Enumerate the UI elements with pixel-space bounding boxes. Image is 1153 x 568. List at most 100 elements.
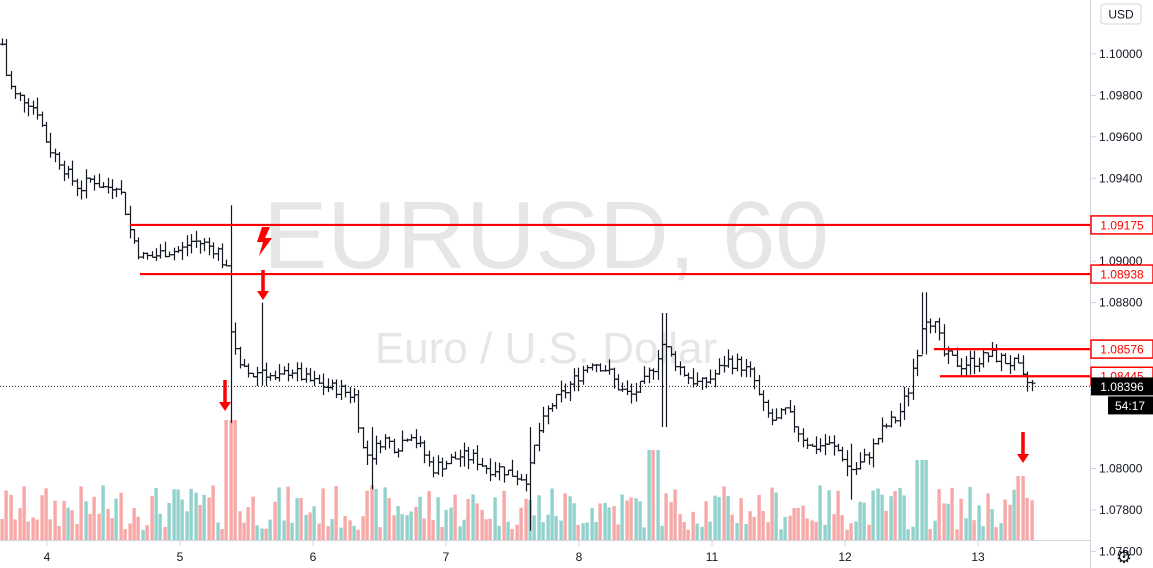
volume-bar <box>722 486 726 540</box>
currency-badge[interactable] <box>1100 3 1142 25</box>
volume-bar <box>862 502 866 540</box>
volume-bar <box>1016 476 1020 540</box>
volume-bar <box>480 509 484 540</box>
volume-bar <box>163 526 167 540</box>
time-axis[interactable]: 4 5 6 7 8 11 12 13 <box>44 541 985 564</box>
volume-bar <box>128 523 132 540</box>
volume-bar <box>273 501 277 540</box>
volume-bar <box>185 511 189 540</box>
volume-bar <box>823 524 827 540</box>
volume-bar <box>810 520 814 540</box>
volume-bar <box>180 499 184 540</box>
volume-bar <box>691 511 695 540</box>
volume-bar <box>277 487 281 540</box>
volume-bar <box>546 514 550 540</box>
volume-bar <box>167 502 171 540</box>
volume-bar <box>308 512 312 540</box>
volume-bar <box>383 487 387 540</box>
volume-bar <box>158 513 162 540</box>
volume-bar <box>436 497 440 540</box>
volume-bar <box>682 521 686 540</box>
volume-bar <box>695 523 699 540</box>
volume-bar <box>53 500 57 540</box>
volume-bar <box>211 485 215 540</box>
level-price-tag <box>1090 339 1153 359</box>
volume-bar <box>700 526 704 540</box>
volume-bar <box>942 503 946 540</box>
volume-bar <box>924 460 928 540</box>
volume-bar <box>840 515 844 540</box>
volume-bar <box>660 525 664 540</box>
volume-bar <box>387 498 391 540</box>
volume-bar <box>114 498 118 540</box>
volume-bar <box>911 526 915 540</box>
settings-gear-icon[interactable]: ⚙ <box>1116 547 1132 568</box>
volume-bar <box>22 486 26 540</box>
volume-bar <box>744 523 748 540</box>
volume-bar <box>97 513 101 540</box>
volume-bar <box>770 487 774 540</box>
volume-bar <box>260 528 264 540</box>
x-tick-label: 5 <box>177 550 184 564</box>
volume-bar <box>418 496 422 540</box>
volume-bar <box>405 515 409 540</box>
volume-bar <box>933 520 937 540</box>
volume-bar <box>757 494 761 540</box>
countdown-tag <box>1108 396 1153 415</box>
volume-bar <box>35 519 39 540</box>
x-tick-label: 8 <box>576 550 583 564</box>
support-resistance-lines <box>0 223 1090 387</box>
volume-bar <box>708 521 712 540</box>
volume-bar <box>246 507 250 540</box>
volume-bar <box>40 495 44 540</box>
volume-bar <box>449 507 453 540</box>
volume-bar <box>761 511 765 540</box>
volume-bar <box>977 505 981 540</box>
volume-bar <box>638 501 642 540</box>
volume-bar <box>1021 476 1025 540</box>
y-tick-label: 1.09400 <box>1099 171 1143 185</box>
volume-bar <box>374 488 378 540</box>
volume-bar <box>172 489 176 540</box>
volume-bar <box>1003 499 1007 540</box>
volume-bar <box>392 515 396 540</box>
volume-bar <box>268 519 272 540</box>
volume-bar <box>475 503 479 540</box>
volume-bar <box>453 494 457 540</box>
volume-bar <box>576 524 580 540</box>
volume-bar <box>88 513 92 540</box>
volume-bar <box>466 498 470 540</box>
volume-bar <box>44 488 48 540</box>
volume-bar <box>141 529 145 540</box>
volume-bar <box>62 500 66 540</box>
volume-bar <box>493 497 497 540</box>
volume-bar <box>326 526 330 540</box>
volume-bar <box>898 487 902 540</box>
volume-bar <box>0 519 4 540</box>
price-axis[interactable]: 1.100001.098001.096001.094001.090001.088… <box>1091 47 1143 559</box>
x-tick-label: 12 <box>838 550 852 564</box>
volume-bar <box>488 518 492 540</box>
volume-bar <box>972 520 976 540</box>
volume-bar <box>194 492 198 540</box>
volume-bar <box>238 511 242 540</box>
volume-bar <box>110 518 114 540</box>
volume-bar <box>959 498 963 540</box>
volume-bar <box>766 522 770 540</box>
volume-bar <box>9 494 13 540</box>
volume-bar <box>563 493 567 540</box>
volume-bar <box>739 498 743 540</box>
volume-bar <box>585 522 589 540</box>
volume-bar <box>176 489 180 540</box>
volume-bar <box>400 514 404 540</box>
x-tick-label: 11 <box>706 550 719 564</box>
volume-bar <box>779 529 783 540</box>
volume-bar <box>255 525 259 540</box>
y-tick-label: 1.08800 <box>1099 296 1143 310</box>
volume-bar <box>735 522 739 540</box>
volume-bar <box>603 502 607 540</box>
volume-bar <box>13 519 17 540</box>
volume-bar <box>656 450 660 540</box>
